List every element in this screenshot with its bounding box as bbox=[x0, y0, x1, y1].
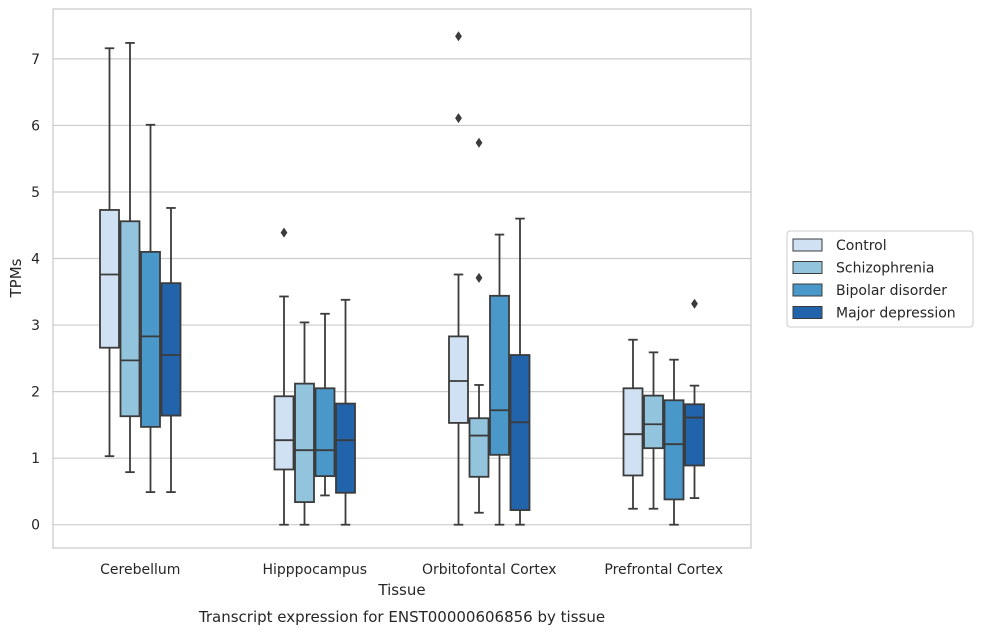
legend-label: Control bbox=[836, 238, 887, 254]
box-body bbox=[509, 354, 531, 511]
y-tick-label: 4 bbox=[31, 252, 40, 268]
outlier-point bbox=[455, 31, 462, 42]
box-body bbox=[335, 402, 356, 494]
box-body bbox=[119, 220, 141, 418]
outlier-point bbox=[455, 113, 462, 124]
box-group bbox=[314, 312, 336, 497]
legend-frame bbox=[786, 230, 974, 328]
y-tick-label: 5 bbox=[31, 185, 40, 201]
box-body bbox=[314, 387, 336, 478]
y-tick-label: 2 bbox=[31, 385, 40, 401]
box-group bbox=[489, 233, 510, 526]
box-body bbox=[684, 403, 705, 467]
x-tick-labels: Cerebellum Hipppocampus Orbitofontal Corte… bbox=[100, 562, 723, 578]
outlier-point bbox=[475, 272, 483, 283]
chart-caption: Transcript expression for ENST0000060685… bbox=[198, 608, 605, 626]
box-group bbox=[448, 31, 469, 526]
box-group bbox=[273, 227, 295, 526]
plot-area-frame bbox=[52, 8, 752, 549]
box-body bbox=[448, 335, 469, 424]
legend-label: Bipolar disorder bbox=[836, 283, 947, 299]
y-tick-label: 3 bbox=[31, 318, 40, 334]
box-group bbox=[468, 137, 490, 514]
y-tick-labels: 0 1 2 3 4 5 6 7 bbox=[31, 52, 40, 534]
x-tick-label: Prefrontal Cortex bbox=[604, 562, 723, 578]
legend-label: Schizophrenia bbox=[836, 261, 934, 277]
box-series bbox=[99, 31, 705, 526]
box-body bbox=[663, 399, 685, 501]
x-tick-label: Hipppocampus bbox=[262, 562, 367, 578]
x-tick-label: Orbitofontal Cortex bbox=[422, 562, 557, 578]
box-group bbox=[622, 338, 644, 510]
box-group bbox=[643, 351, 664, 510]
box-body bbox=[468, 417, 490, 478]
box-group bbox=[663, 358, 685, 526]
box-group bbox=[119, 42, 141, 474]
legend-swatch bbox=[792, 306, 823, 319]
box-body bbox=[140, 250, 161, 428]
y-tick-label: 6 bbox=[31, 118, 40, 134]
box-group bbox=[294, 321, 315, 526]
box-body bbox=[160, 282, 182, 417]
outlier-point bbox=[280, 227, 288, 238]
box-body bbox=[489, 294, 510, 456]
box-body bbox=[294, 382, 315, 503]
box-body bbox=[622, 387, 644, 477]
box-body bbox=[99, 209, 120, 349]
y-tick-label: 0 bbox=[31, 518, 40, 534]
x-tick-label: Cerebellum bbox=[100, 562, 180, 578]
legend-label: Major depression bbox=[836, 306, 956, 322]
legend-swatch bbox=[792, 283, 823, 297]
y-tick-label: 7 bbox=[31, 52, 40, 68]
box-group bbox=[335, 298, 356, 526]
legend: Control Schizophrenia Bipolar disorder Majo… bbox=[786, 230, 974, 328]
x-axis-label: Tissue bbox=[377, 581, 425, 599]
outlier-point bbox=[475, 137, 483, 148]
legend-swatch bbox=[792, 261, 823, 274]
box-group bbox=[140, 123, 161, 494]
box-group bbox=[509, 217, 531, 526]
box-body bbox=[643, 394, 664, 450]
y-tick-label: 1 bbox=[31, 451, 40, 467]
legend-swatch bbox=[792, 238, 823, 252]
box-body bbox=[273, 395, 295, 471]
outlier-point bbox=[691, 298, 698, 309]
box-group bbox=[684, 298, 705, 499]
box-group bbox=[99, 47, 120, 458]
box-group bbox=[160, 207, 182, 494]
y-axis-label: TPMs bbox=[7, 258, 25, 298]
